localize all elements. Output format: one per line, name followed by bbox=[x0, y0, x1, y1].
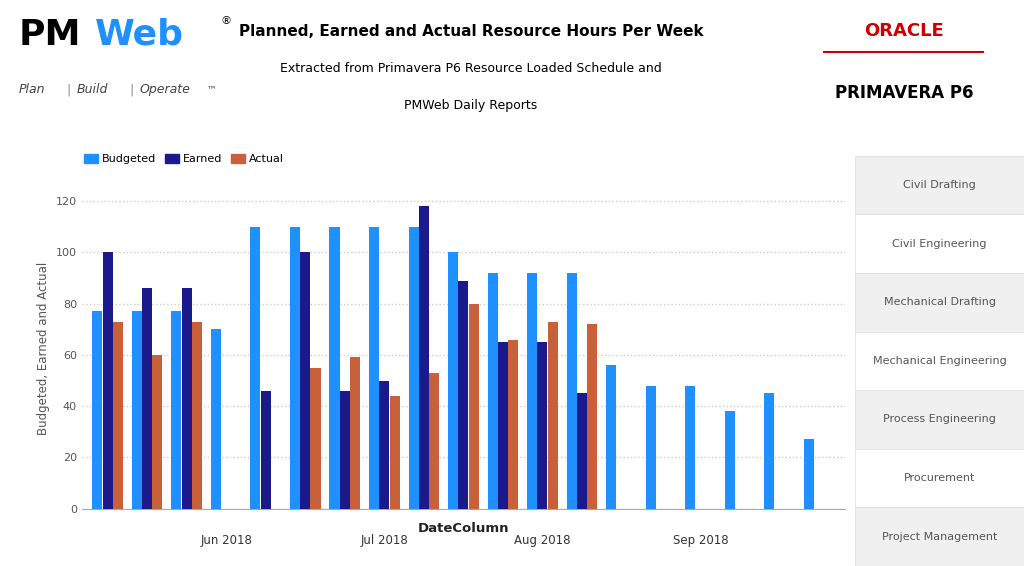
Bar bbox=[498, 342, 508, 508]
Bar bbox=[310, 368, 321, 508]
Bar bbox=[409, 227, 419, 508]
Bar bbox=[449, 252, 458, 508]
Bar bbox=[191, 321, 202, 508]
Bar bbox=[132, 311, 142, 508]
Bar bbox=[113, 321, 123, 508]
Bar bbox=[538, 342, 548, 508]
Bar bbox=[804, 439, 814, 508]
Y-axis label: Budgeted, Earned and Actual: Budgeted, Earned and Actual bbox=[38, 262, 50, 435]
Bar bbox=[566, 273, 577, 508]
Bar bbox=[369, 227, 379, 508]
Text: ORACLE: ORACLE bbox=[864, 22, 944, 40]
Text: ™: ™ bbox=[207, 85, 217, 95]
Bar bbox=[261, 391, 270, 508]
Text: Process Engineering: Process Engineering bbox=[883, 414, 996, 424]
Bar bbox=[646, 385, 655, 508]
Text: PMWeb Daily Reports: PMWeb Daily Reports bbox=[404, 100, 538, 112]
Bar bbox=[340, 391, 350, 508]
Bar bbox=[459, 281, 468, 508]
Bar bbox=[508, 340, 518, 508]
Bar bbox=[211, 329, 221, 508]
Text: Budgeted, Earned and Actual by DateColumn: Budgeted, Earned and Actual by DateColum… bbox=[251, 133, 604, 147]
Bar bbox=[419, 207, 429, 508]
Text: Procurement: Procurement bbox=[904, 473, 975, 483]
Bar bbox=[251, 227, 260, 508]
Bar bbox=[429, 373, 439, 508]
Bar bbox=[855, 390, 1024, 449]
Text: Operate: Operate bbox=[139, 83, 190, 96]
Bar bbox=[548, 321, 558, 508]
X-axis label: DateColumn: DateColumn bbox=[418, 522, 509, 535]
Bar bbox=[102, 252, 113, 508]
Bar bbox=[855, 332, 1024, 390]
Text: |: | bbox=[129, 83, 133, 96]
Bar bbox=[487, 273, 498, 508]
Bar bbox=[855, 156, 1024, 215]
Bar bbox=[587, 324, 597, 508]
Bar bbox=[469, 304, 478, 508]
Text: ®: ® bbox=[220, 16, 231, 26]
Text: Civil Drafting: Civil Drafting bbox=[903, 180, 976, 190]
Text: Web: Web bbox=[95, 18, 184, 52]
Bar bbox=[92, 311, 102, 508]
Text: Project Management: Project Management bbox=[882, 531, 997, 542]
Text: Planned, Earned and Actual Resource Hours Per Week: Planned, Earned and Actual Resource Hour… bbox=[239, 24, 703, 38]
Bar bbox=[171, 311, 181, 508]
Bar bbox=[330, 227, 340, 508]
Bar bbox=[350, 358, 360, 508]
Text: Build: Build bbox=[77, 83, 109, 96]
Bar bbox=[389, 396, 399, 508]
Text: PM: PM bbox=[18, 18, 81, 52]
Text: |: | bbox=[67, 83, 71, 96]
Text: Sep 2018: Sep 2018 bbox=[673, 534, 728, 547]
Text: Extracted from Primavera P6 Resource Loaded Schedule and: Extracted from Primavera P6 Resource Loa… bbox=[281, 62, 662, 75]
Bar bbox=[300, 252, 310, 508]
Text: Discipline: Discipline bbox=[902, 133, 977, 147]
Bar bbox=[725, 411, 735, 508]
Text: Plan: Plan bbox=[18, 83, 45, 96]
Bar bbox=[290, 227, 300, 508]
Legend: Budgeted, Earned, Actual: Budgeted, Earned, Actual bbox=[80, 149, 289, 169]
Bar bbox=[855, 507, 1024, 566]
Text: Mechanical Drafting: Mechanical Drafting bbox=[884, 297, 995, 307]
Text: Jul 2018: Jul 2018 bbox=[360, 534, 409, 547]
Text: Mechanical Engineering: Mechanical Engineering bbox=[872, 356, 1007, 366]
Bar bbox=[606, 365, 616, 508]
Text: PRIMAVERA P6: PRIMAVERA P6 bbox=[835, 84, 974, 102]
Text: Aug 2018: Aug 2018 bbox=[514, 534, 570, 547]
Bar bbox=[153, 355, 163, 508]
Text: Jun 2018: Jun 2018 bbox=[201, 534, 252, 547]
Text: Civil Engineering: Civil Engineering bbox=[892, 239, 987, 248]
Bar bbox=[142, 288, 153, 508]
Bar bbox=[181, 288, 191, 508]
Bar bbox=[685, 385, 695, 508]
Bar bbox=[527, 273, 538, 508]
Bar bbox=[764, 393, 774, 508]
Bar bbox=[577, 393, 587, 508]
Bar bbox=[379, 380, 389, 508]
Bar bbox=[855, 273, 1024, 332]
Bar bbox=[855, 215, 1024, 273]
Bar bbox=[855, 449, 1024, 507]
